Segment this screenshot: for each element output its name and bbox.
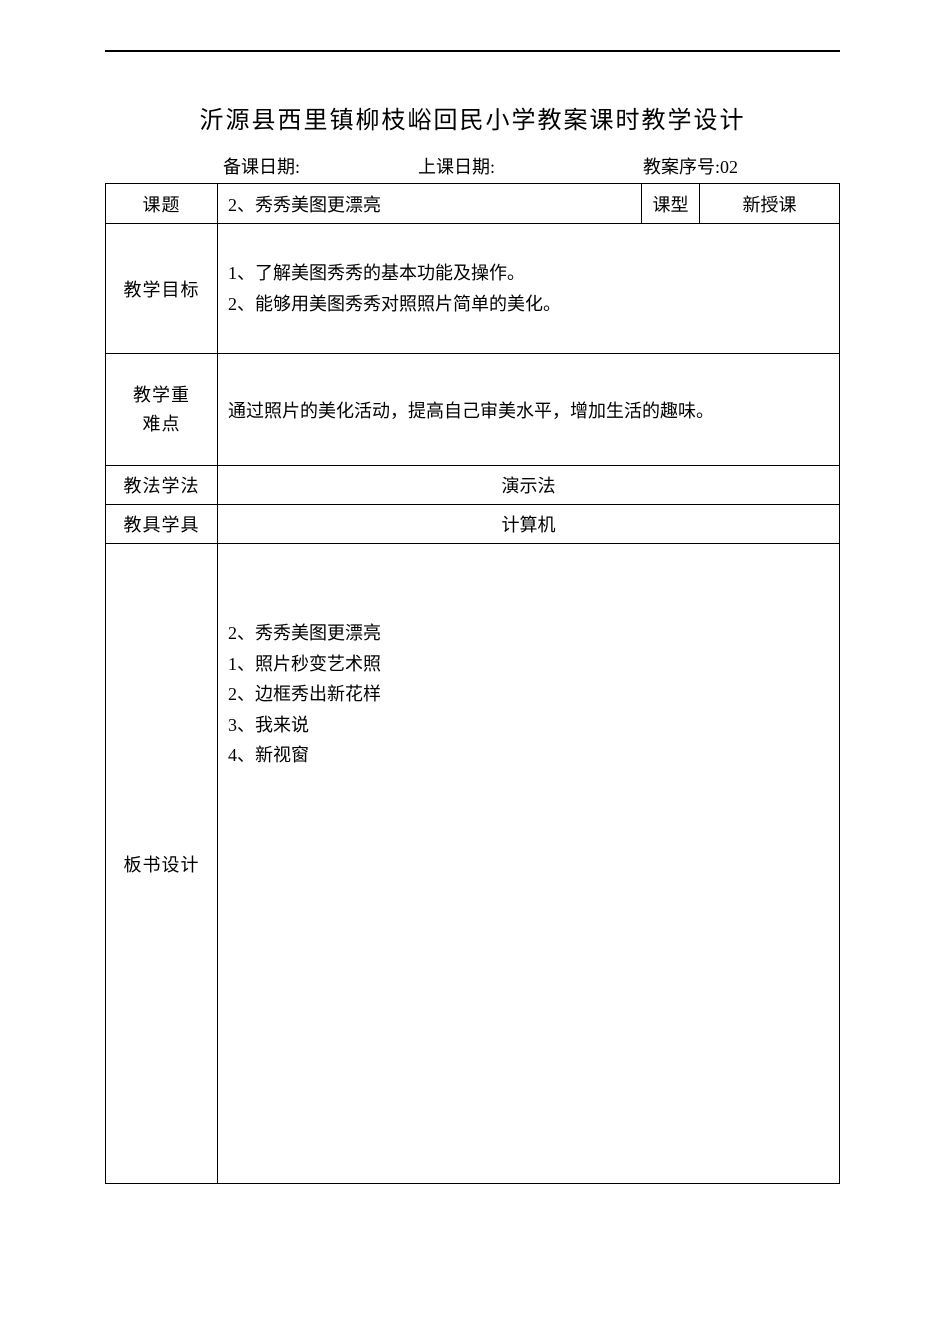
- plan-number: 教案序号:02: [643, 153, 738, 179]
- meta-row: 备课日期: 上课日期: 教案序号:02: [105, 153, 840, 179]
- label-topic: 课题: [106, 184, 218, 224]
- value-teaching-tools: 计算机: [218, 505, 840, 544]
- row-teaching-tools: 教具学具 计算机: [106, 505, 840, 544]
- prep-date-label: 备课日期:: [223, 153, 418, 179]
- board-line: 3、我来说: [228, 710, 829, 741]
- row-topic: 课题 2、秀秀美图更漂亮 课型 新授课: [106, 184, 840, 224]
- board-line: 1、照片秒变艺术照: [228, 649, 829, 680]
- board-line: 2、边框秀出新花样: [228, 679, 829, 710]
- objective-line: 1、了解美图秀秀的基本功能及操作。: [228, 258, 829, 289]
- label-key-difficulty: 教学重 难点: [106, 354, 218, 466]
- label-class-type: 课型: [642, 184, 700, 224]
- label-board-design: 板书设计: [106, 544, 218, 1184]
- label-key-line1: 教学重: [116, 381, 207, 410]
- value-class-type: 新授课: [700, 184, 840, 224]
- value-objectives: 1、了解美图秀秀的基本功能及操作。 2、能够用美图秀秀对照照片简单的美化。: [218, 224, 840, 354]
- board-line: 4、新视窗: [228, 740, 829, 771]
- value-topic: 2、秀秀美图更漂亮: [218, 184, 642, 224]
- row-key-difficulty: 教学重 难点 通过照片的美化活动，提高自己审美水平，增加生活的趣味。: [106, 354, 840, 466]
- value-key-difficulty: 通过照片的美化活动，提高自己审美水平，增加生活的趣味。: [218, 354, 840, 466]
- row-teaching-method: 教法学法 演示法: [106, 466, 840, 505]
- document-title: 沂源县西里镇柳枝峪回民小学教案课时教学设计: [105, 100, 840, 135]
- value-teaching-method: 演示法: [218, 466, 840, 505]
- label-teaching-method: 教法学法: [106, 466, 218, 505]
- row-objectives: 教学目标 1、了解美图秀秀的基本功能及操作。 2、能够用美图秀秀对照照片简单的美…: [106, 224, 840, 354]
- class-date-label: 上课日期:: [418, 153, 643, 179]
- plan-no-value: 02: [720, 157, 738, 177]
- board-line: 2、秀秀美图更漂亮: [228, 618, 829, 649]
- label-key-line2: 难点: [116, 410, 207, 439]
- label-objectives: 教学目标: [106, 224, 218, 354]
- top-horizontal-rule: [105, 50, 840, 52]
- label-teaching-tools: 教具学具: [106, 505, 218, 544]
- plan-no-label: 教案序号:: [643, 157, 720, 177]
- row-board-design: 板书设计 2、秀秀美图更漂亮 1、照片秒变艺术照 2、边框秀出新花样 3、我来说…: [106, 544, 840, 1184]
- page-container: 沂源县西里镇柳枝峪回民小学教案课时教学设计 备课日期: 上课日期: 教案序号:0…: [0, 0, 945, 1234]
- lesson-plan-table: 课题 2、秀秀美图更漂亮 课型 新授课 教学目标 1、了解美图秀秀的基本功能及操…: [105, 183, 840, 1184]
- objective-line: 2、能够用美图秀秀对照照片简单的美化。: [228, 289, 829, 320]
- value-board-design: 2、秀秀美图更漂亮 1、照片秒变艺术照 2、边框秀出新花样 3、我来说 4、新视…: [218, 544, 840, 1184]
